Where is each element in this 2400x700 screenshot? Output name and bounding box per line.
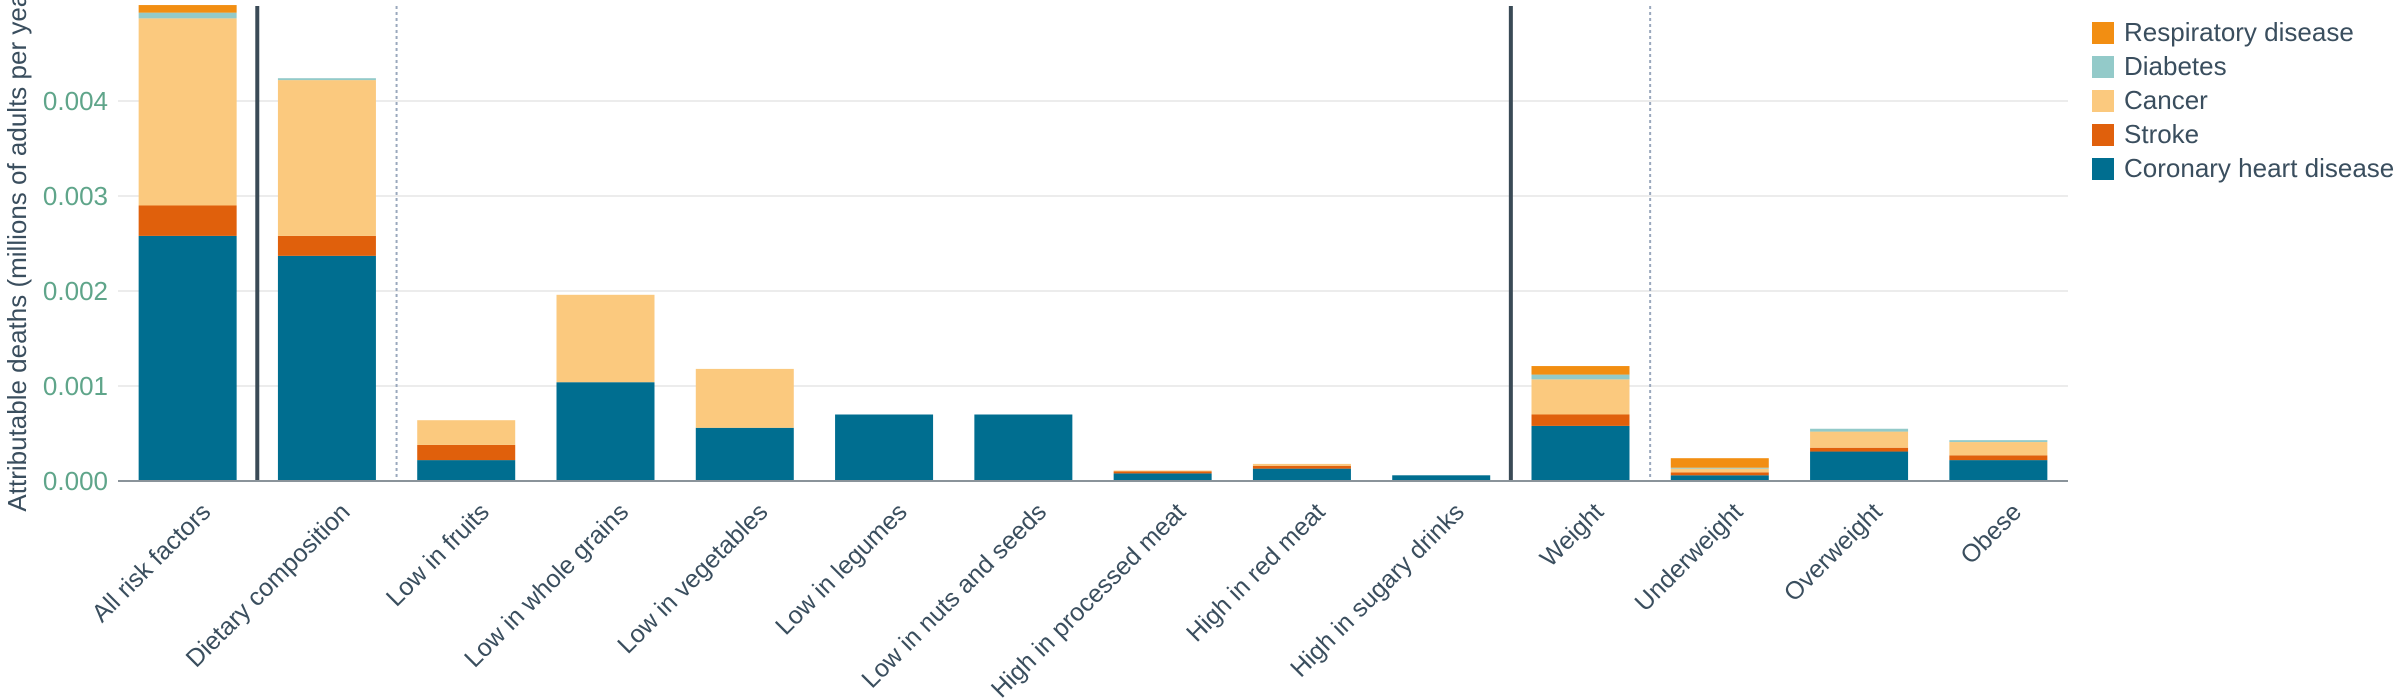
x-tick-label: Obese [1955, 498, 2027, 570]
x-tick-label: All risk factors [87, 498, 217, 628]
x-tick-label: Low in vegetables [612, 498, 773, 659]
bar-segment [277, 255, 376, 481]
bar-segment [417, 444, 516, 461]
bar-segment [1252, 465, 1351, 469]
bar-segment [277, 80, 376, 236]
bar-segment [1810, 451, 1909, 481]
y-tick-label: 0.002 [43, 276, 108, 306]
bar-segment [556, 382, 655, 481]
bar-segment [1392, 475, 1491, 481]
bar-segment [1113, 471, 1212, 474]
bar-segment [1949, 455, 2048, 461]
bar-segment [277, 78, 376, 81]
bar-segment [1531, 374, 1630, 380]
bar-segment [1810, 447, 1909, 452]
bar-segment [556, 294, 655, 383]
bar-segment [417, 460, 516, 481]
y-axis-title: Attributable deaths (millions of adults … [2, 0, 32, 512]
bar-segment [1949, 442, 2048, 456]
legend-label: Coronary heart disease [2124, 153, 2394, 183]
bar-segment [138, 235, 237, 481]
bar-segment [138, 18, 237, 206]
legend-swatch [2092, 158, 2114, 180]
y-tick-label: 0.000 [43, 466, 108, 496]
legend-swatch [2092, 22, 2114, 44]
bar-segment [1810, 428, 1909, 432]
y-tick-label: 0.003 [43, 181, 108, 211]
legend-label: Cancer [2124, 85, 2208, 115]
bar-segment [1810, 431, 1909, 448]
bar-segment [138, 12, 237, 19]
bar-segment [1113, 473, 1212, 481]
bar-segment [417, 420, 516, 445]
bar-segment [1531, 379, 1630, 415]
bar-segment [1670, 458, 1769, 468]
legend-swatch [2092, 56, 2114, 78]
bar-segment [1113, 470, 1212, 472]
x-tick-label: Underweight [1629, 498, 1748, 617]
bar-segment [138, 5, 237, 13]
x-tick-label: Low in legumes [770, 498, 913, 641]
bar-segment [1531, 425, 1630, 481]
bar-segment [1949, 460, 2048, 481]
bar-segment [1252, 463, 1351, 466]
bar-segment [835, 414, 934, 481]
bar-segment [1670, 472, 1769, 476]
legend-swatch [2092, 90, 2114, 112]
x-tick-label: Weight [1535, 498, 1610, 573]
y-tick-label: 0.004 [43, 86, 108, 116]
x-tick-label: Low in fruits [381, 498, 495, 612]
bar-segment [695, 368, 794, 428]
x-tick-label: Overweight [1779, 498, 1888, 607]
bar-segment [1949, 440, 2048, 443]
bar-segment [695, 427, 794, 481]
y-tick-label: 0.001 [43, 371, 108, 401]
bar-segment [277, 235, 376, 256]
legend-label: Diabetes [2124, 51, 2227, 81]
bar-segment [1670, 467, 1769, 469]
legend-label: Respiratory disease [2124, 17, 2354, 47]
bar-segment [1531, 414, 1630, 426]
bar-segment [1670, 468, 1769, 473]
legend-swatch [2092, 124, 2114, 146]
bar-segment [1670, 475, 1769, 481]
bar-segment [138, 205, 237, 236]
x-tick-label: High in red meat [1181, 498, 1331, 648]
legend-label: Stroke [2124, 119, 2199, 149]
bar-segment [1531, 366, 1630, 375]
bar-segment [974, 414, 1073, 481]
bar-segment [1252, 468, 1351, 481]
